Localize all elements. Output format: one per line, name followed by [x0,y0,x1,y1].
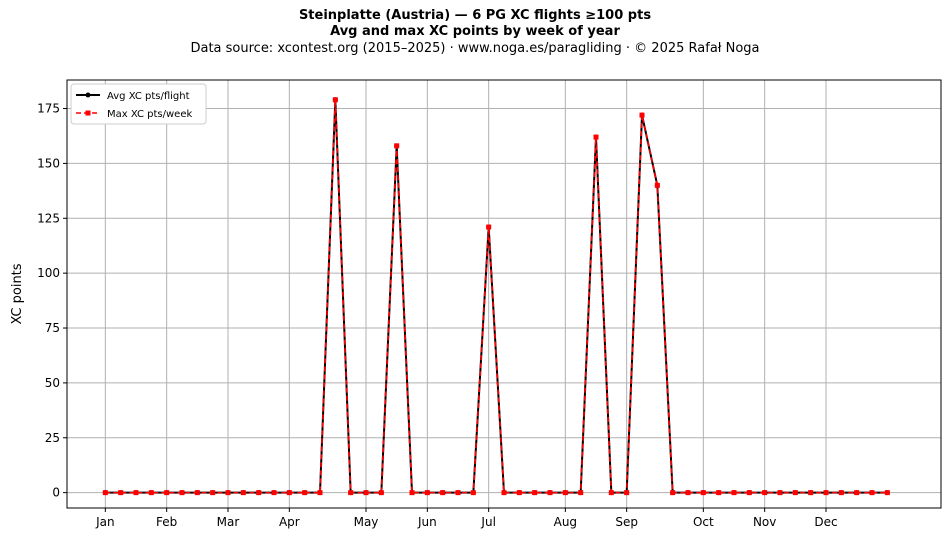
max-point [194,490,200,496]
max-point [808,490,814,496]
plot-frame [66,79,942,509]
x-tick-label: Apr [279,515,300,529]
legend-marker-max [85,110,91,116]
max-point [746,490,752,496]
max-point [455,490,461,496]
source-note: Data source: xcontest.org (2015–2025) · … [190,41,760,56]
y-tick-label: 50 [45,376,60,390]
max-point [792,490,798,496]
grid [67,80,941,508]
max-point [394,143,400,149]
max-point [164,490,170,496]
x-tick-label: Nov [753,515,776,529]
max-point [179,490,185,496]
max-point [133,490,139,496]
max-point [210,490,216,496]
series-layer [102,97,890,496]
max-point [409,490,415,496]
max-point [700,490,706,496]
x-tick-label: Jun [417,515,437,529]
chart-title: Steinplatte (Austria) — 6 PG XC flights … [298,8,652,23]
x-tick-label: May [354,515,379,529]
x-tick-label: Mar [217,515,240,529]
max-point [363,490,369,496]
max-point [118,490,124,496]
x-tick-label: Sep [615,515,638,529]
max-point [593,134,599,140]
y-tick-label: 25 [45,431,60,445]
x-tick-label: Jan [95,515,115,529]
y-tick-label: 150 [37,156,60,170]
max-point [501,490,507,496]
max-point [762,490,768,496]
legend-marker-avg [85,92,91,98]
legend: Avg XC pts/flight Max XC pts/week [70,83,207,125]
max-point [424,490,430,496]
max-point [578,490,584,496]
chart-subtitle: Avg and max XC points by week of year [330,24,620,39]
y-tick-label: 100 [37,266,60,280]
max-point [516,490,522,496]
max-point [102,490,108,496]
max-point [823,490,829,496]
y-axis-label: XC points [10,263,25,324]
max-point [332,97,338,103]
legend-box [70,83,207,125]
max-point [348,490,354,496]
max-point [240,490,246,496]
max-point [716,490,722,496]
x-tick-label: Aug [554,515,577,529]
max-point [685,490,691,496]
max-point [731,490,737,496]
y-tick-label: 175 [37,102,60,116]
max-point [869,490,875,496]
max-point [562,490,568,496]
max-point [854,490,860,496]
max-point [256,490,262,496]
max-point [440,490,446,496]
max-point [777,490,783,496]
max-point [624,490,630,496]
max-point [378,490,384,496]
max-point [884,490,890,496]
max-point [225,490,231,496]
max-point [271,490,277,496]
max-point [670,490,676,496]
y-tick-label: 125 [37,211,60,225]
series-line-max [105,98,888,494]
x-tick-label: Dec [814,515,837,529]
y-tick-label: 75 [45,321,60,335]
legend-label-max: Max XC pts/week [107,109,192,120]
axes: 0 25 50 75 100 125 150 175 Jan Feb Mar Apr May Jun Jul… [37,102,838,529]
max-point [148,490,154,496]
y-tick-label: 0 [52,486,60,500]
x-tick-label: Feb [156,515,177,529]
max-point [654,182,660,188]
max-point [547,490,553,496]
series-line-avg [105,98,888,494]
x-tick-label: Jul [480,515,495,529]
max-point [317,490,323,496]
max-point [838,490,844,496]
max-point [639,112,645,118]
legend-label-avg: Avg XC pts/flight [107,91,190,102]
x-tick-label: Oct [693,515,714,529]
max-point [286,490,292,496]
title-block: Steinplatte (Austria) — 6 PG XC flights … [0,8,950,58]
max-point [532,490,538,496]
max-point [608,490,614,496]
max-point [486,224,492,230]
max-point [302,490,308,496]
max-point [470,490,476,496]
